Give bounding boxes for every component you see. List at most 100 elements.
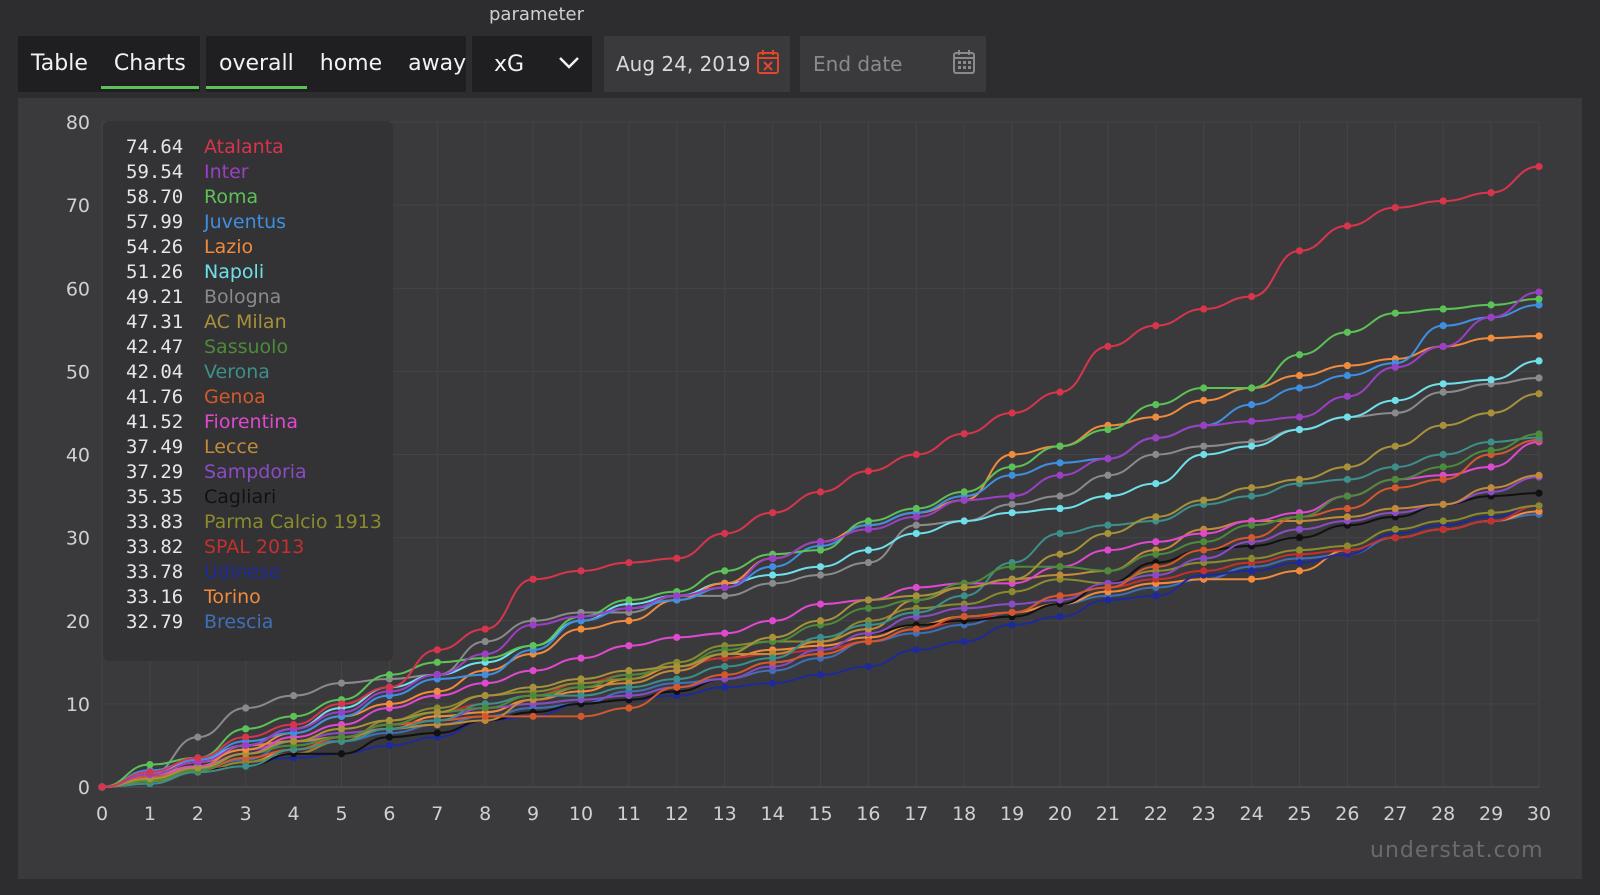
x-tick-label: 8	[479, 803, 491, 825]
x-tick-label: 10	[569, 803, 593, 825]
series-point	[1008, 463, 1016, 471]
tab-charts[interactable]: Charts	[100, 36, 199, 92]
x-tick-label: 13	[713, 803, 737, 825]
calendar-icon[interactable]	[952, 49, 976, 79]
legend-item[interactable]: 51.26 Napoli	[126, 260, 264, 285]
series-point	[1343, 413, 1351, 421]
parameter-select[interactable]: xG	[472, 36, 592, 92]
series-point	[1104, 596, 1112, 604]
series-point	[673, 662, 681, 671]
x-tick-label: 3	[240, 803, 252, 825]
x-tick-label: 6	[383, 803, 395, 825]
series-point	[1343, 371, 1351, 380]
series-point	[1104, 567, 1112, 575]
series-point	[1295, 558, 1304, 567]
series-point	[816, 671, 825, 679]
series-point	[1056, 492, 1064, 500]
series-point	[1008, 509, 1016, 517]
series-point	[1343, 222, 1351, 230]
series-point	[1391, 309, 1399, 317]
y-tick-label: 0	[78, 777, 90, 799]
series-point	[290, 712, 298, 720]
legend-item[interactable]: 42.04 Verona	[126, 360, 270, 385]
series-point	[146, 768, 154, 776]
series-point	[769, 654, 777, 662]
series-point	[337, 750, 346, 758]
series-point	[1487, 376, 1495, 384]
legend-item[interactable]: 47.31 AC Milan	[126, 310, 287, 335]
legend-item[interactable]: 49.21 Bologna	[126, 285, 281, 310]
legend-team-name: Verona	[204, 361, 270, 383]
legend-item[interactable]: 37.29 Sampdoria	[126, 460, 307, 485]
series-point	[481, 671, 489, 679]
legend-item[interactable]: 42.47 Sassuolo	[126, 335, 288, 360]
series-point	[529, 691, 537, 700]
series-point	[385, 716, 393, 725]
series-point	[1487, 301, 1495, 309]
x-tick-label: 22	[1144, 803, 1168, 825]
series-point	[1200, 384, 1208, 392]
legend-item[interactable]: 74.64 Atalanta	[126, 135, 284, 160]
series-point	[816, 488, 825, 496]
series-point	[242, 725, 250, 733]
tab-home[interactable]: home	[319, 51, 383, 76]
legend-value: 35.35	[126, 486, 184, 508]
legend-team-name: Udinese	[204, 561, 281, 583]
legend-item[interactable]: 57.99 Juventus	[126, 210, 286, 235]
legend-item[interactable]: 32.79 Brescia	[126, 610, 273, 635]
series-point	[1391, 409, 1399, 417]
series-point	[385, 733, 393, 741]
legend-item[interactable]: 33.82 SPAL 2013	[126, 535, 304, 560]
tab-overall[interactable]: overall	[206, 36, 307, 92]
series-point	[1535, 162, 1543, 171]
series-point	[673, 592, 681, 600]
series-point	[1104, 425, 1112, 434]
series-point	[337, 708, 346, 716]
legend-item[interactable]: 33.83 Parma Calcio 1913	[126, 510, 382, 535]
tab-away[interactable]: away	[408, 51, 467, 76]
series-point	[1535, 295, 1543, 303]
series-point	[194, 754, 202, 762]
series-ac-milan	[98, 390, 1543, 791]
legend-item[interactable]: 41.76 Genoa	[126, 385, 266, 410]
tab-table[interactable]: Table	[31, 51, 88, 76]
parameter-label: parameter	[489, 4, 585, 25]
series-point	[1200, 567, 1208, 575]
legend-item[interactable]: 37.49 Lecce	[126, 435, 259, 460]
series-point	[769, 633, 777, 641]
end-date-field[interactable]: End date	[800, 36, 986, 92]
x-tick-label: 20	[1048, 803, 1072, 825]
series-point	[1008, 492, 1016, 500]
series-point	[433, 729, 441, 737]
series-point	[1535, 301, 1543, 309]
series-point	[1056, 529, 1064, 538]
x-tick-label: 19	[1000, 803, 1024, 825]
legend-item[interactable]: 54.26 Lazio	[126, 235, 253, 260]
series-point	[1391, 363, 1399, 371]
legend-item[interactable]: 33.16 Torino	[126, 585, 261, 610]
legend-team-name: AC Milan	[204, 311, 287, 333]
x-tick-label: 24	[1240, 803, 1264, 825]
legend-item[interactable]: 59.54 Inter	[126, 160, 249, 185]
calendar-clear-icon[interactable]	[756, 49, 780, 79]
start-date-field[interactable]: Aug 24, 2019	[604, 36, 790, 92]
series-point	[1104, 529, 1112, 538]
series-point	[529, 683, 537, 691]
series-point	[1248, 442, 1256, 450]
legend-item[interactable]: 33.78 Udinese	[126, 560, 281, 585]
series-point	[864, 546, 873, 554]
series-point	[1152, 592, 1160, 600]
series-point	[1008, 600, 1016, 608]
series-point	[1200, 554, 1208, 563]
series-point	[1391, 442, 1399, 450]
series-point	[1008, 450, 1016, 459]
series-point	[625, 596, 633, 604]
legend-item[interactable]: 58.70 Roma	[126, 185, 258, 210]
series-point	[1056, 612, 1064, 621]
series-point	[385, 671, 393, 679]
series-point	[1248, 567, 1256, 575]
legend-item[interactable]: 35.35 Cagliari	[126, 485, 276, 510]
series-point	[864, 621, 873, 629]
legend-item[interactable]: 41.52 Fiorentina	[126, 410, 298, 435]
